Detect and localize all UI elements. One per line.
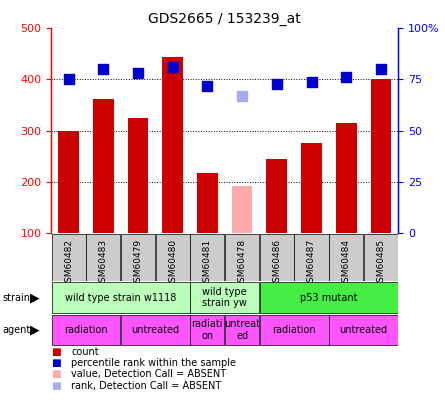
- Text: value, Detection Call = ABSENT: value, Detection Call = ABSENT: [71, 369, 227, 379]
- Text: ▶: ▶: [30, 324, 40, 337]
- FancyBboxPatch shape: [52, 234, 85, 281]
- Text: radiation: radiation: [64, 325, 108, 335]
- Bar: [93, 99, 113, 233]
- Point: [377, 66, 384, 72]
- Text: radiati
on: radiati on: [192, 319, 223, 341]
- Text: count: count: [71, 347, 99, 356]
- Text: rank, Detection Call = ABSENT: rank, Detection Call = ABSENT: [71, 381, 222, 390]
- FancyBboxPatch shape: [260, 234, 294, 281]
- Point: [308, 78, 315, 85]
- Text: untreated: untreated: [340, 325, 388, 335]
- FancyBboxPatch shape: [121, 315, 190, 345]
- Text: GSM60483: GSM60483: [99, 239, 108, 288]
- Text: ■: ■: [51, 347, 61, 356]
- FancyBboxPatch shape: [190, 282, 259, 313]
- Text: ▶: ▶: [30, 291, 40, 304]
- FancyBboxPatch shape: [260, 315, 328, 345]
- Point: [169, 64, 176, 70]
- Point: [134, 70, 142, 77]
- Bar: [58, 130, 79, 233]
- Point: [239, 93, 246, 99]
- Point: [204, 82, 211, 89]
- Bar: [267, 159, 287, 233]
- Text: GSM60485: GSM60485: [376, 239, 385, 288]
- FancyBboxPatch shape: [260, 282, 398, 313]
- Bar: [301, 143, 322, 233]
- Bar: [371, 79, 391, 233]
- Bar: [128, 118, 148, 233]
- Text: ■: ■: [51, 381, 61, 390]
- FancyBboxPatch shape: [190, 234, 224, 281]
- Text: GSM60478: GSM60478: [238, 239, 247, 288]
- Text: GSM60480: GSM60480: [168, 239, 177, 288]
- FancyBboxPatch shape: [156, 234, 190, 281]
- FancyBboxPatch shape: [329, 315, 398, 345]
- Bar: [336, 124, 356, 233]
- Text: GSM60479: GSM60479: [134, 239, 142, 288]
- Text: untreated: untreated: [131, 325, 179, 335]
- Text: p53 mutant: p53 mutant: [300, 293, 358, 303]
- Text: GSM60482: GSM60482: [64, 239, 73, 288]
- Text: ■: ■: [51, 369, 61, 379]
- Text: GSM60487: GSM60487: [307, 239, 316, 288]
- Text: strain: strain: [2, 293, 30, 303]
- Text: wild type
strain yw: wild type strain yw: [202, 287, 247, 309]
- FancyBboxPatch shape: [86, 234, 120, 281]
- Point: [273, 80, 280, 87]
- Text: wild type strain w1118: wild type strain w1118: [65, 293, 176, 303]
- Point: [343, 74, 350, 81]
- Text: percentile rank within the sample: percentile rank within the sample: [71, 358, 236, 368]
- FancyBboxPatch shape: [121, 234, 155, 281]
- Title: GDS2665 / 153239_at: GDS2665 / 153239_at: [148, 12, 301, 26]
- Text: radiation: radiation: [272, 325, 316, 335]
- Bar: [162, 58, 183, 233]
- FancyBboxPatch shape: [225, 315, 259, 345]
- Bar: [197, 173, 218, 233]
- Bar: [232, 186, 252, 233]
- FancyBboxPatch shape: [295, 234, 328, 281]
- Text: untreat
ed: untreat ed: [224, 319, 260, 341]
- FancyBboxPatch shape: [364, 234, 398, 281]
- Text: ■: ■: [51, 358, 61, 368]
- Point: [100, 66, 107, 72]
- Text: GSM60481: GSM60481: [203, 239, 212, 288]
- Point: [65, 76, 72, 83]
- FancyBboxPatch shape: [52, 282, 190, 313]
- FancyBboxPatch shape: [52, 315, 120, 345]
- Text: GSM60486: GSM60486: [272, 239, 281, 288]
- FancyBboxPatch shape: [190, 315, 224, 345]
- FancyBboxPatch shape: [329, 234, 363, 281]
- Text: agent: agent: [2, 325, 30, 335]
- Text: GSM60484: GSM60484: [342, 239, 351, 288]
- FancyBboxPatch shape: [225, 234, 259, 281]
